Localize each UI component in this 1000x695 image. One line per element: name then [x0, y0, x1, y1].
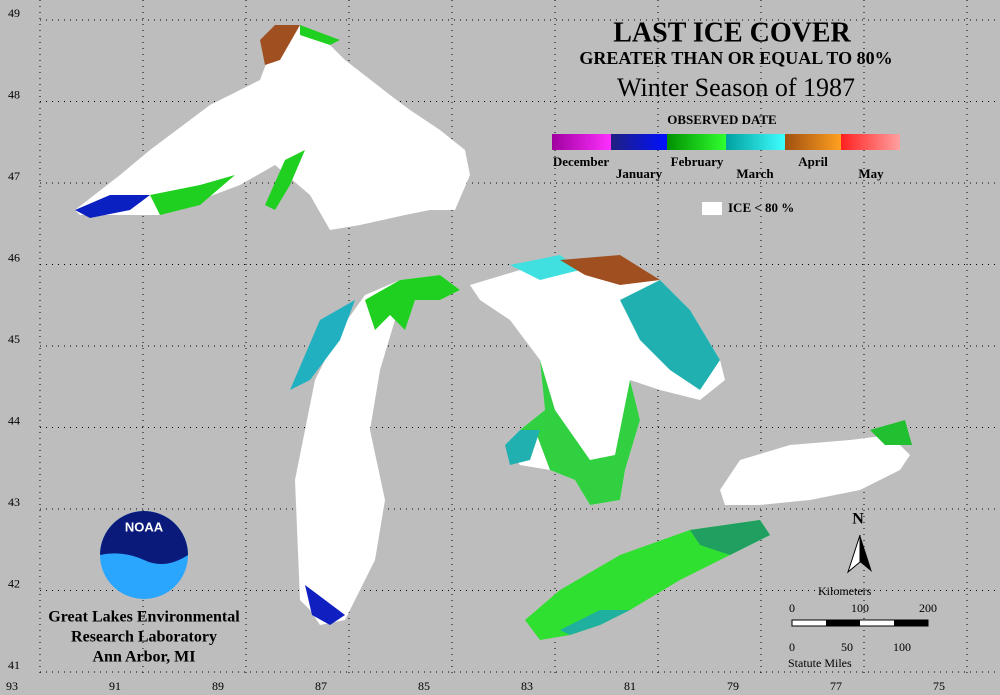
ice-band [690, 520, 770, 555]
lat-label: 46 [8, 250, 20, 264]
ice-band [265, 150, 305, 210]
color-bar [552, 134, 900, 150]
lon-label: 89 [212, 679, 224, 693]
lake-superior [75, 25, 470, 230]
month-label: December [553, 154, 610, 169]
noaa-text: NOAA [125, 519, 164, 534]
lon-label: 85 [418, 679, 430, 693]
credit: Great Lakes Environmental [48, 609, 240, 626]
ice-label: ICE < 80 % [728, 200, 794, 215]
ice-band [305, 585, 345, 625]
lat-label: 45 [8, 332, 20, 346]
lon-label: 93 [6, 679, 18, 693]
lake-michigan [295, 275, 460, 625]
month-label: March [736, 166, 774, 181]
lat-label: 43 [8, 495, 20, 509]
scale-title: Kilometers [818, 584, 872, 598]
legend-months: December January February March April May [553, 154, 884, 181]
lon-label: 87 [315, 679, 327, 693]
scale-tick: 200 [919, 601, 937, 615]
lat-label: 48 [8, 87, 20, 101]
lon-label: 79 [727, 679, 739, 693]
ice-band [560, 255, 660, 285]
month-label: February [671, 154, 724, 169]
ice-band [520, 360, 640, 505]
lon-label: 81 [624, 679, 636, 693]
month-label: May [858, 166, 884, 181]
lat-label: 41 [8, 658, 20, 672]
north-label: N [852, 511, 864, 528]
scale-tick: 0 [789, 640, 795, 654]
ice-swatch [702, 202, 722, 215]
lon-label: 83 [521, 679, 533, 693]
credit: Ann Arbor, MI [93, 649, 196, 666]
noaa-logo [100, 511, 188, 564]
ice-band [365, 275, 460, 330]
season: Winter Season of 1987 [617, 73, 855, 102]
scale-title: Statute Miles [788, 656, 852, 670]
scale-tick: 50 [841, 640, 853, 654]
ice-band [150, 175, 235, 215]
scale-tick: 100 [851, 601, 869, 615]
lake-erie [525, 520, 770, 640]
north-arrow [860, 535, 872, 572]
lakes [75, 25, 912, 640]
lake-ontario [720, 435, 910, 505]
ice-band [75, 195, 150, 218]
ice-band [300, 25, 340, 45]
title: LAST ICE COVER [613, 17, 851, 48]
ice-band [620, 280, 720, 390]
lat-label: 44 [8, 413, 20, 427]
month-label: April [798, 154, 828, 169]
north-arrow [846, 534, 861, 574]
lat-label: 49 [8, 6, 20, 20]
scale-tick: 100 [893, 640, 911, 654]
ice-band [505, 430, 540, 465]
lon-label: 91 [109, 679, 121, 693]
scale-bar [826, 620, 860, 626]
lat-label: 47 [8, 169, 20, 183]
ice-band [260, 25, 300, 65]
month-label: January [616, 166, 663, 181]
lon-label: 75 [933, 679, 945, 693]
subtitle: GREATER THAN OR EQUAL TO 80% [579, 48, 892, 68]
credit: Research Laboratory [71, 629, 217, 646]
lon-label: 77 [830, 679, 842, 693]
ice-band [290, 300, 355, 390]
lat-label: 42 [8, 576, 20, 590]
legend-title: OBSERVED DATE [667, 112, 776, 127]
ice-band [560, 610, 630, 635]
scale-bar [894, 620, 928, 626]
ice-band [870, 420, 912, 445]
scale-tick: 0 [789, 601, 795, 615]
